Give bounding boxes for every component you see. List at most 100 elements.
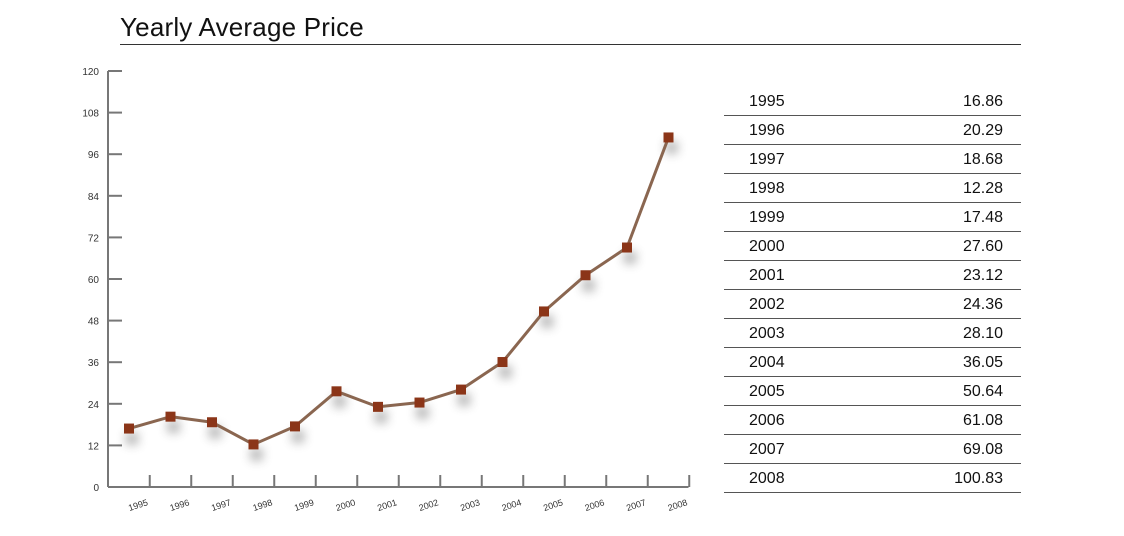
table-value: 36.05 bbox=[962, 354, 1003, 371]
y-tick-label: 24 bbox=[88, 400, 100, 411]
y-tick-label: 36 bbox=[88, 358, 100, 369]
data-point bbox=[414, 397, 425, 408]
data-point bbox=[622, 242, 632, 253]
data-table: 1995 16.86 1996 20.29 1997 18.68 1998 12.28 1999… bbox=[724, 87, 1021, 493]
table-value: 12.28 bbox=[962, 180, 1003, 197]
x-tick-labels: 1995 1996 1997 1998 1999 2000 2001 2002 2003 2004… bbox=[127, 497, 689, 513]
table-value: 28.10 bbox=[962, 325, 1003, 342]
x-tick-label: 2006 bbox=[584, 497, 606, 513]
data-point bbox=[165, 411, 176, 422]
table-value: 50.64 bbox=[962, 383, 1003, 400]
x-tick-label: 2001 bbox=[376, 497, 398, 513]
table-value: 61.08 bbox=[962, 412, 1003, 429]
x-tick-label: 1995 bbox=[127, 497, 149, 513]
x-tick-label: 2005 bbox=[542, 497, 564, 513]
chart-title: Yearly Average Price bbox=[120, 12, 364, 42]
chart-axes bbox=[107, 70, 691, 488]
x-tick-label: 1998 bbox=[252, 497, 274, 513]
table-row: 1996 20.29 bbox=[724, 116, 1021, 145]
y-tick-label: 84 bbox=[88, 192, 100, 203]
table-value: 16.86 bbox=[962, 93, 1003, 110]
table-year: 1996 bbox=[749, 122, 785, 139]
table-year: 2006 bbox=[749, 412, 785, 429]
table-row: 2003 28.10 bbox=[724, 319, 1021, 348]
marker-shadow bbox=[167, 420, 180, 433]
y-tick-label: 48 bbox=[88, 317, 100, 328]
table-row: 1995 16.86 bbox=[724, 87, 1021, 116]
x-tick-label: 1996 bbox=[169, 497, 191, 513]
table-year: 2005 bbox=[749, 383, 785, 400]
y-tick-label: 96 bbox=[88, 150, 100, 161]
table-value: 24.36 bbox=[962, 296, 1003, 313]
table-year: 1998 bbox=[749, 180, 785, 197]
table-value: 27.60 bbox=[962, 238, 1003, 255]
table-row: 2008 100.83 bbox=[724, 464, 1021, 493]
y-tick-label: 60 bbox=[88, 275, 100, 286]
table-year: 2000 bbox=[749, 238, 785, 255]
table-value: 18.68 bbox=[962, 151, 1003, 168]
x-tick-label: 1997 bbox=[210, 497, 232, 513]
data-point bbox=[373, 401, 383, 412]
table-year: 2004 bbox=[749, 354, 785, 371]
marker-shadow bbox=[250, 448, 263, 461]
data-point bbox=[331, 386, 342, 397]
table-year: 1995 bbox=[749, 93, 785, 110]
table-value: 100.83 bbox=[954, 470, 1003, 487]
x-tick-label: 2007 bbox=[625, 497, 647, 513]
marker-shadow bbox=[375, 410, 387, 423]
table-row: 2000 27.60 bbox=[724, 232, 1021, 261]
series-line-group bbox=[128, 136, 670, 446]
table-row: 1998 12.28 bbox=[724, 174, 1021, 203]
y-tick-label: 120 bbox=[82, 67, 99, 78]
table-year: 2002 bbox=[749, 296, 785, 313]
x-tick-label: 2003 bbox=[459, 497, 481, 513]
x-tick-label: 2000 bbox=[335, 497, 357, 513]
table-row: 1999 17.48 bbox=[724, 203, 1021, 232]
marker-shadow bbox=[458, 393, 470, 406]
table-row: 2004 36.05 bbox=[724, 348, 1021, 377]
title-rule bbox=[120, 44, 1021, 45]
table-row: 2005 50.64 bbox=[724, 377, 1021, 406]
table-row: 2006 61.08 bbox=[724, 406, 1021, 435]
marker-shadow bbox=[624, 251, 636, 264]
y-tick-label: 12 bbox=[88, 441, 100, 452]
data-point bbox=[456, 384, 466, 395]
table-year: 2003 bbox=[749, 325, 785, 342]
data-point bbox=[207, 417, 217, 428]
table-year: 2007 bbox=[749, 441, 785, 458]
x-tick-label: 2008 bbox=[667, 497, 689, 513]
table-row: 2001 23.12 bbox=[724, 261, 1021, 290]
marker-shadow bbox=[499, 366, 512, 379]
data-point bbox=[124, 423, 134, 434]
data-point bbox=[539, 306, 549, 317]
data-point bbox=[248, 439, 259, 450]
table-value: 69.08 bbox=[962, 441, 1003, 458]
table-value: 17.48 bbox=[962, 209, 1003, 226]
marker-shadow bbox=[333, 395, 346, 408]
y-tick-label: 72 bbox=[88, 233, 100, 244]
table-year: 2001 bbox=[749, 267, 785, 284]
table-row: 2007 69.08 bbox=[724, 435, 1021, 464]
marker-shadow bbox=[292, 430, 304, 443]
x-tick-label: 2002 bbox=[418, 497, 440, 513]
data-point bbox=[290, 421, 300, 432]
table-row: 1997 18.68 bbox=[724, 145, 1021, 174]
x-tick-label: 1999 bbox=[293, 497, 315, 513]
data-point bbox=[580, 270, 591, 281]
marker-shadow bbox=[209, 426, 221, 439]
table-value: 20.29 bbox=[962, 122, 1003, 139]
y-tick-labels: 0 12 24 36 48 60 72 84 96 108 120 bbox=[82, 67, 99, 494]
marker-shadow bbox=[582, 279, 595, 292]
marker-shadow bbox=[665, 141, 678, 154]
line-chart: 0 12 24 36 48 60 72 84 96 108 120 1995 1996 1997 1998… bbox=[82, 67, 691, 513]
data-point bbox=[497, 357, 508, 368]
table-value: 23.12 bbox=[962, 267, 1003, 284]
marker-shadow bbox=[541, 315, 553, 328]
marker-shadow bbox=[416, 406, 429, 419]
y-tick-label: 0 bbox=[93, 483, 99, 494]
table-row: 2002 24.36 bbox=[724, 290, 1021, 319]
data-markers bbox=[124, 132, 674, 450]
table-year: 1997 bbox=[749, 151, 785, 168]
data-point bbox=[663, 132, 674, 143]
marker-shadows bbox=[126, 141, 678, 461]
